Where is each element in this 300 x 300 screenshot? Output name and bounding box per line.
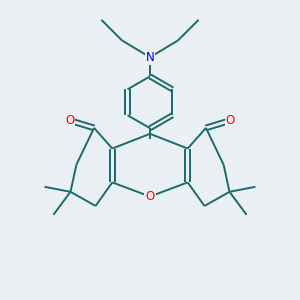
Text: O: O [146, 190, 154, 203]
Text: O: O [226, 114, 235, 127]
Text: O: O [65, 114, 74, 127]
Text: N: N [146, 51, 154, 64]
